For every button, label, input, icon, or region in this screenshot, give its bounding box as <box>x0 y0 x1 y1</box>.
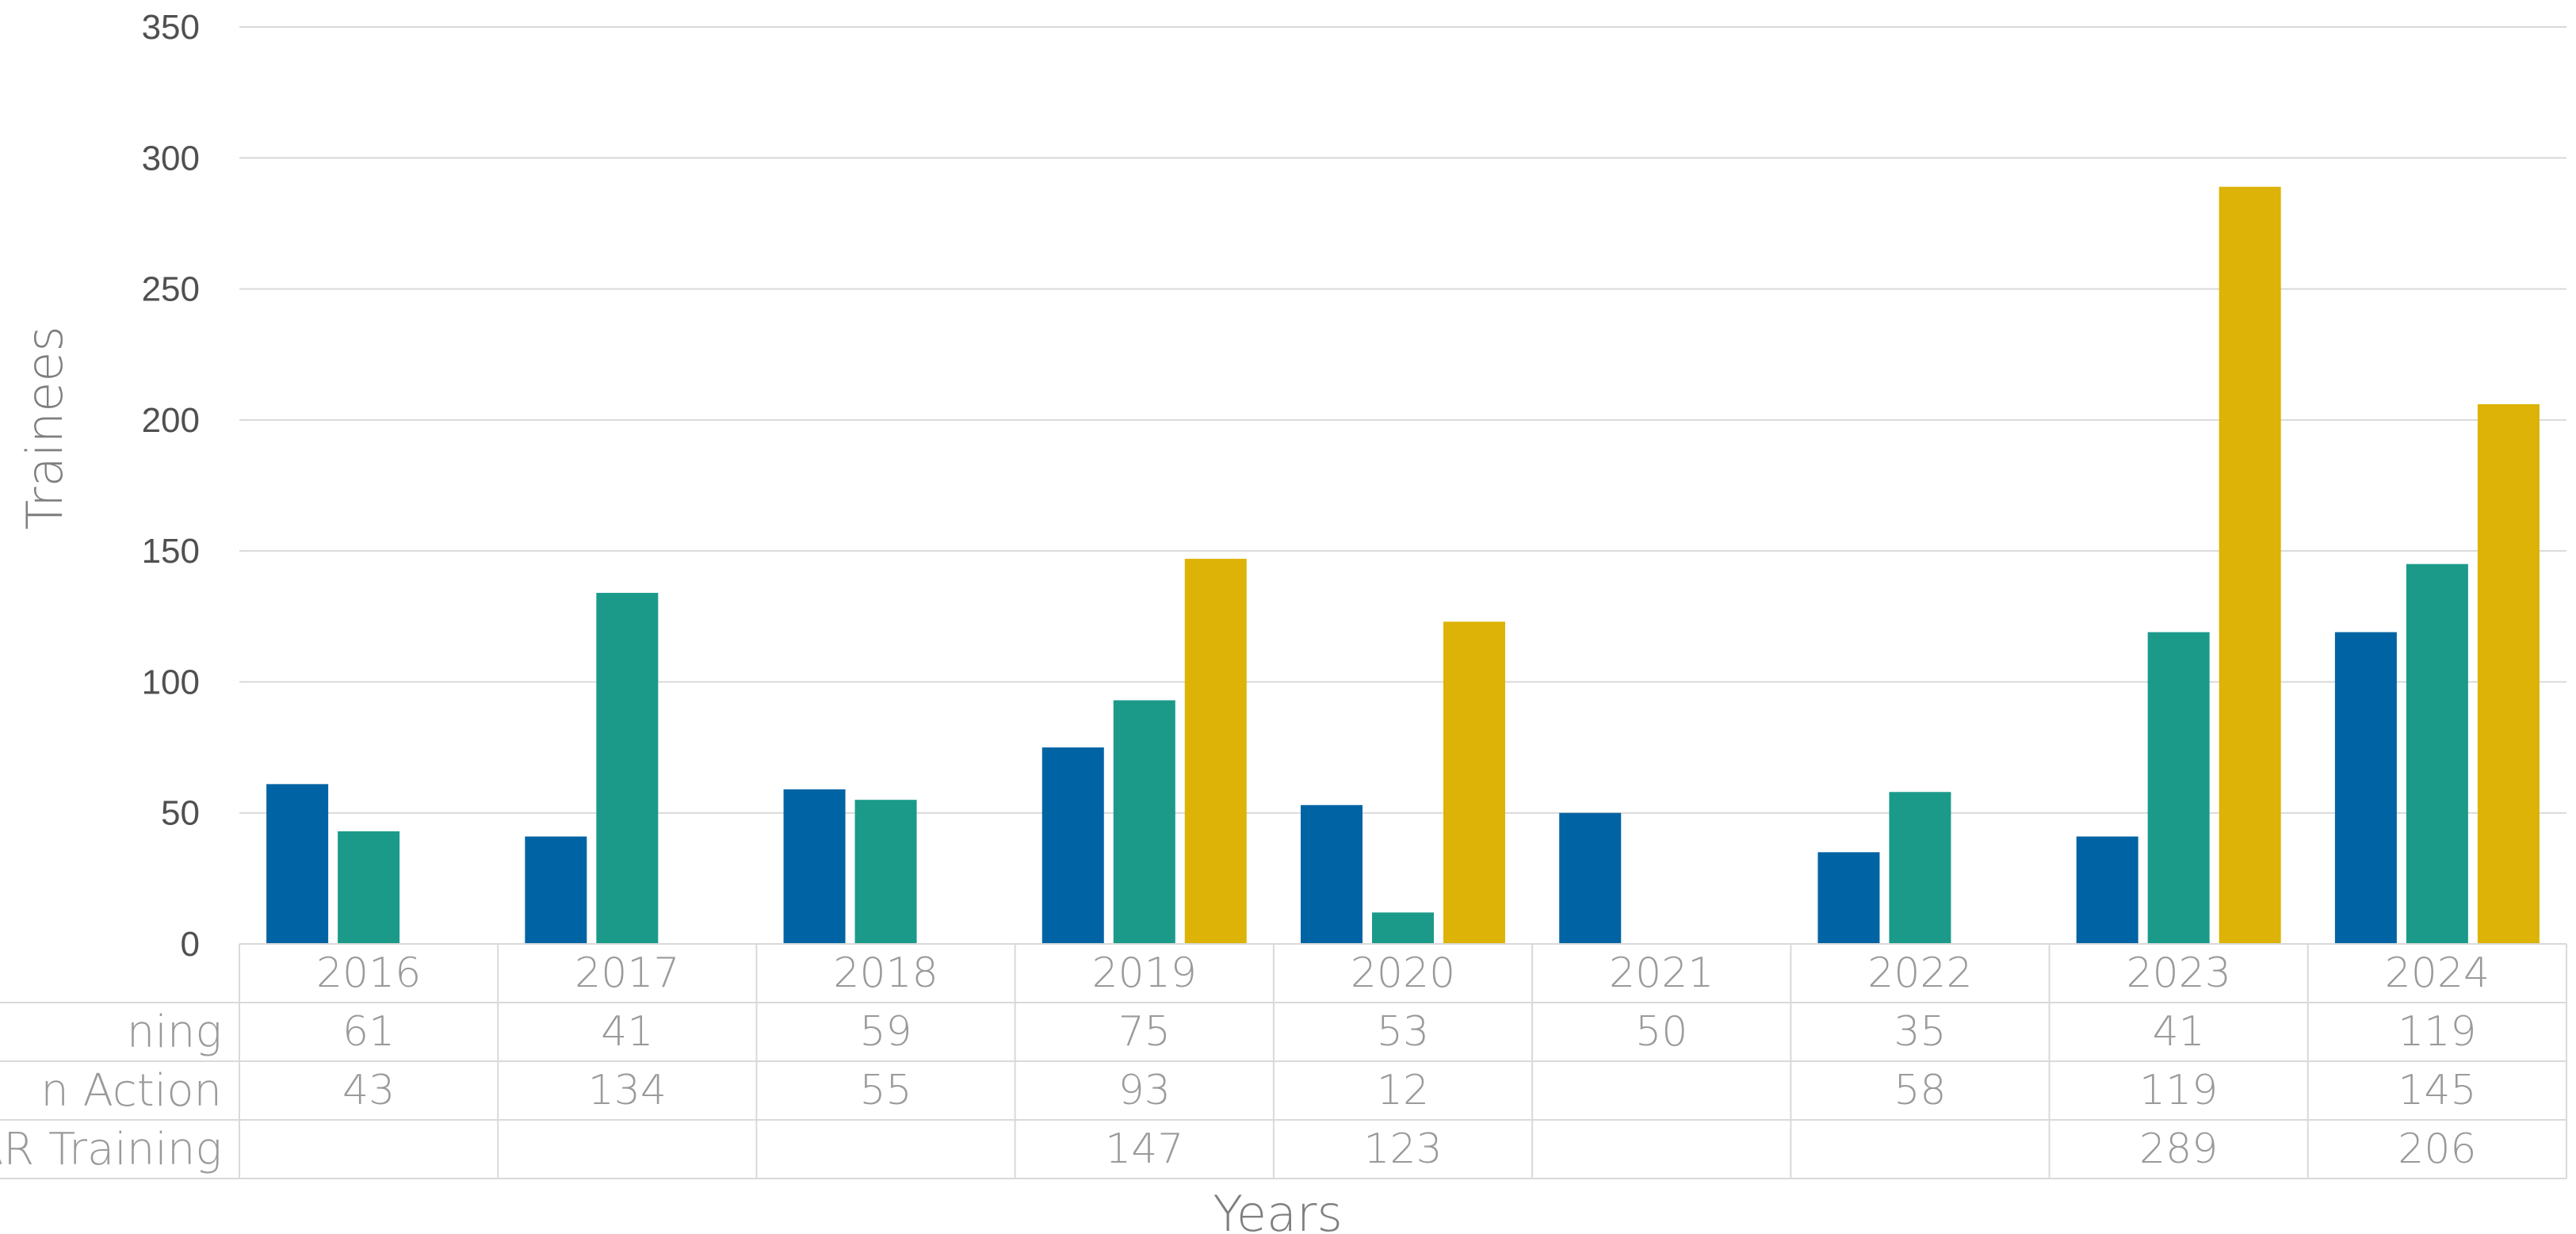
data-label: 43 <box>342 1067 395 1114</box>
data-label: 75 <box>1118 1008 1171 1056</box>
bar <box>1559 812 1622 944</box>
bar <box>2219 186 2281 945</box>
y-tick-label: 0 <box>181 925 200 964</box>
category-label: 2022 <box>1867 949 1972 997</box>
category-label: 2023 <box>2126 949 2230 997</box>
data-label: 50 <box>1635 1008 1687 1056</box>
data-label: 289 <box>2139 1125 2218 1173</box>
bar <box>525 836 587 944</box>
y-tick-label: 100 <box>142 663 200 701</box>
data-table: 2016 2017 2018 2019 2020 2021 2022 2023 2024 ning… <box>0 943 2567 1179</box>
data-label: 93 <box>1118 1067 1171 1114</box>
legend-entry: AR Training <box>0 1124 222 1175</box>
bar <box>1372 912 1434 944</box>
category-label: 2020 <box>1351 949 1455 997</box>
data-label: 55 <box>859 1067 912 1114</box>
category-label: 2019 <box>1092 949 1197 997</box>
bar <box>1041 747 1104 944</box>
data-label: 145 <box>2398 1067 2476 1114</box>
category-label: 2016 <box>316 949 421 997</box>
data-label: 35 <box>1894 1008 1946 1056</box>
category-label: 2017 <box>575 949 679 997</box>
bar <box>1889 792 1951 944</box>
y-tick-label: 200 <box>142 401 200 440</box>
y-tick-label: 250 <box>142 270 200 309</box>
bar <box>2334 632 2397 944</box>
data-label: 119 <box>2139 1067 2218 1114</box>
data-label: 119 <box>2398 1008 2476 1056</box>
bar <box>1817 852 1880 944</box>
data-label: 134 <box>588 1067 667 1114</box>
bar <box>2477 404 2540 945</box>
x-axis-title: Years <box>1213 1185 1343 1234</box>
data-label: 206 <box>2398 1125 2476 1173</box>
bar <box>1301 804 1363 944</box>
data-label: 41 <box>2153 1008 2205 1056</box>
legend-entry: n Action <box>40 1065 222 1117</box>
bar <box>1184 559 1247 944</box>
bar <box>2406 564 2468 944</box>
data-label: 12 <box>1377 1067 1429 1114</box>
bar <box>854 800 917 944</box>
bar <box>1443 621 1505 944</box>
bar <box>338 831 400 944</box>
category-label: 2018 <box>833 949 938 997</box>
bar <box>2147 632 2210 944</box>
bar <box>1113 700 1175 944</box>
bar <box>266 784 329 944</box>
data-label: 147 <box>1105 1125 1183 1173</box>
data-label: 58 <box>1894 1067 1946 1114</box>
bar <box>2076 836 2138 944</box>
gridlines <box>239 26 2566 814</box>
y-tick-label: 150 <box>142 532 200 571</box>
y-tick-label: 350 <box>142 8 200 47</box>
data-label: 123 <box>1363 1125 1442 1173</box>
y-axis-ticks: 0 50 100 150 200 250 300 350 <box>142 8 200 964</box>
y-tick-label: 300 <box>142 139 200 178</box>
y-tick-label: 50 <box>161 794 200 833</box>
data-label: 61 <box>342 1008 395 1056</box>
category-label: 2024 <box>2385 949 2490 997</box>
bars <box>266 186 2540 945</box>
legend-entry: ning <box>127 1007 222 1058</box>
bar <box>596 593 659 944</box>
data-label: 41 <box>601 1008 653 1056</box>
data-label: 59 <box>859 1008 912 1056</box>
bar <box>783 789 846 944</box>
category-label: 2021 <box>1609 949 1714 997</box>
data-label: 53 <box>1377 1008 1429 1056</box>
y-axis-title: Trainees <box>16 326 74 529</box>
